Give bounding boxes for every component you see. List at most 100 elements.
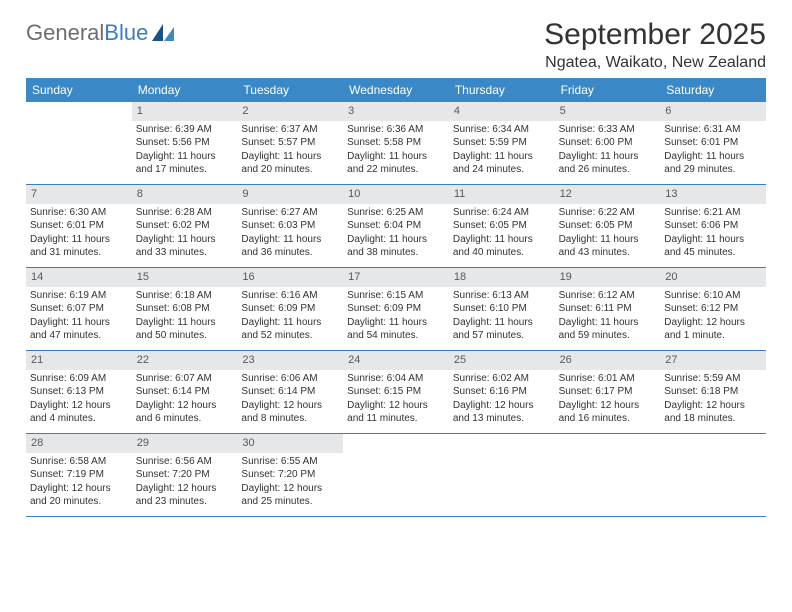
sunrise-text: Sunrise: 6:25 AM: [347, 206, 445, 220]
daylight-text: and 24 minutes.: [453, 163, 551, 177]
logo-text-blue: Blue: [104, 22, 148, 44]
day-number: 20: [660, 268, 766, 287]
daylight-text: Daylight: 12 hours: [664, 316, 762, 330]
daylight-text: Daylight: 11 hours: [241, 316, 339, 330]
daylight-text: Daylight: 12 hours: [136, 482, 234, 496]
calendar-cell: 6Sunrise: 6:31 AMSunset: 6:01 PMDaylight…: [660, 102, 766, 184]
calendar-cell: 15Sunrise: 6:18 AMSunset: 6:08 PMDayligh…: [132, 268, 238, 350]
daylight-text: and 57 minutes.: [453, 329, 551, 343]
calendar-cell: 3 Sunrise: 6:36 AMSunset: 5:58 PMDaylight…: [343, 102, 449, 184]
sunset-text: Sunset: 5:58 PM: [347, 136, 445, 150]
daylight-text: and 20 minutes.: [241, 163, 339, 177]
day-content: Sunrise: 6:28 AMSunset: 6:02 PMDaylight:…: [132, 206, 238, 264]
day-number: 11: [449, 185, 555, 204]
sunrise-text: Sunrise: 6:16 AM: [241, 289, 339, 303]
day-content: Sunrise: 6:56 AMSunset: 7:20 PMDaylight:…: [132, 455, 238, 513]
calendar-cell: .: [449, 434, 555, 516]
sunrise-text: Sunrise: 6:22 AM: [559, 206, 657, 220]
calendar-cell: 27Sunrise: 5:59 AMSunset: 6:18 PMDayligh…: [660, 351, 766, 433]
day-content: Sunrise: 6:30 AMSunset: 6:01 PMDaylight:…: [26, 206, 132, 264]
day-content: Sunrise: 6:09 AMSunset: 6:13 PMDaylight:…: [26, 372, 132, 430]
day-content: Sunrise: 6:18 AMSunset: 6:08 PMDaylight:…: [132, 289, 238, 347]
daylight-text: Daylight: 11 hours: [241, 150, 339, 164]
day-content: Sunrise: 6:15 AMSunset: 6:09 PMDaylight:…: [343, 289, 449, 347]
day-content: Sunrise: 6:25 AMSunset: 6:04 PMDaylight:…: [343, 206, 449, 264]
calendar-cell: 28Sunrise: 6:58 AMSunset: 7:19 PMDayligh…: [26, 434, 132, 516]
day-number: 12: [555, 185, 661, 204]
day-number: 10: [343, 185, 449, 204]
sunset-text: Sunset: 6:00 PM: [559, 136, 657, 150]
calendar-cell: 5Sunrise: 6:33 AMSunset: 6:00 PMDaylight…: [555, 102, 661, 184]
sunset-text: Sunset: 6:05 PM: [559, 219, 657, 233]
sunrise-text: Sunrise: 6:27 AM: [241, 206, 339, 220]
sunrise-text: Sunrise: 6:58 AM: [30, 455, 128, 469]
logo-text-gray: General: [26, 22, 104, 44]
daylight-text: Daylight: 11 hours: [347, 316, 445, 330]
day-content: Sunrise: 6:37 AMSunset: 5:57 PMDaylight:…: [237, 123, 343, 181]
day-number: 13: [660, 185, 766, 204]
day-number: 3: [343, 102, 449, 121]
day-number: 23: [237, 351, 343, 370]
daylight-text: Daylight: 11 hours: [241, 233, 339, 247]
day-number: 14: [26, 268, 132, 287]
day-header-wed: Wednesday: [343, 78, 449, 102]
daylight-text: Daylight: 11 hours: [136, 150, 234, 164]
sunrise-text: Sunrise: 6:33 AM: [559, 123, 657, 137]
calendar-cell: 14 Sunrise: 6:19 AMSunset: 6:07 PMDayligh…: [26, 268, 132, 350]
day-content: Sunrise: 6:01 AMSunset: 6:17 PMDaylight:…: [555, 372, 661, 430]
calendar-cell: 17Sunrise: 6:15 AMSunset: 6:09 PMDayligh…: [343, 268, 449, 350]
day-content: Sunrise: 6:36 AMSunset: 5:58 PMDaylight:…: [343, 123, 449, 181]
sunset-text: Sunset: 6:08 PM: [136, 302, 234, 316]
calendar-cell: 11 Sunrise: 6:24 AMSunset: 6:05 PMDayligh…: [449, 185, 555, 267]
daylight-text: Daylight: 12 hours: [347, 399, 445, 413]
day-number: 21: [26, 351, 132, 370]
daylight-text: and 47 minutes.: [30, 329, 128, 343]
daylight-text: Daylight: 11 hours: [136, 316, 234, 330]
day-content: Sunrise: 6:19 AMSunset: 6:07 PMDaylight:…: [26, 289, 132, 347]
day-number: 8: [132, 185, 238, 204]
calendar-cell: 23Sunrise: 6:06 AMSunset: 6:14 PMDayligh…: [237, 351, 343, 433]
daylight-text: and 45 minutes.: [664, 246, 762, 260]
daylight-text: Daylight: 11 hours: [30, 316, 128, 330]
sunset-text: Sunset: 7:19 PM: [30, 468, 128, 482]
day-number: 19: [555, 268, 661, 287]
sunset-text: Sunset: 7:20 PM: [136, 468, 234, 482]
daylight-text: and 33 minutes.: [136, 246, 234, 260]
day-header-tue: Tuesday: [237, 78, 343, 102]
day-content: Sunrise: 6:21 AMSunset: 6:06 PMDaylight:…: [660, 206, 766, 264]
daylight-text: and 8 minutes.: [241, 412, 339, 426]
calendar-cell: 4Sunrise: 6:34 AMSunset: 5:59 PMDaylight…: [449, 102, 555, 184]
sunrise-text: Sunrise: 6:10 AM: [664, 289, 762, 303]
daylight-text: and 16 minutes.: [559, 412, 657, 426]
daylight-text: Daylight: 11 hours: [664, 150, 762, 164]
calendar-cell: 26Sunrise: 6:01 AMSunset: 6:17 PMDayligh…: [555, 351, 661, 433]
day-content: Sunrise: 6:16 AMSunset: 6:09 PMDaylight:…: [237, 289, 343, 347]
calendar-cell: .: [26, 102, 132, 184]
calendar-cell: 12 Sunrise: 6:22 AMSunset: 6:05 PMDayligh…: [555, 185, 661, 267]
sunrise-text: Sunrise: 6:18 AM: [136, 289, 234, 303]
day-content: Sunrise: 6:55 AMSunset: 7:20 PMDaylight:…: [237, 455, 343, 513]
daylight-text: Daylight: 11 hours: [453, 233, 551, 247]
sunset-text: Sunset: 6:09 PM: [347, 302, 445, 316]
sunset-text: Sunset: 6:03 PM: [241, 219, 339, 233]
sunrise-text: Sunrise: 6:12 AM: [559, 289, 657, 303]
daylight-text: and 20 minutes.: [30, 495, 128, 509]
day-content: Sunrise: 6:24 AMSunset: 6:05 PMDaylight:…: [449, 206, 555, 264]
day-number: 9: [237, 185, 343, 204]
daylight-text: and 36 minutes.: [241, 246, 339, 260]
day-header-sun: Sunday: [26, 78, 132, 102]
daylight-text: and 23 minutes.: [136, 495, 234, 509]
day-content: Sunrise: 5:59 AMSunset: 6:18 PMDaylight:…: [660, 372, 766, 430]
day-number: 22: [132, 351, 238, 370]
sunset-text: Sunset: 6:18 PM: [664, 385, 762, 399]
daylight-text: Daylight: 11 hours: [664, 233, 762, 247]
daylight-text: Daylight: 11 hours: [559, 150, 657, 164]
day-number: 4: [449, 102, 555, 121]
daylight-text: and 31 minutes.: [30, 246, 128, 260]
sunrise-text: Sunrise: 6:04 AM: [347, 372, 445, 386]
day-content: Sunrise: 6:22 AMSunset: 6:05 PMDaylight:…: [555, 206, 661, 264]
daylight-text: Daylight: 11 hours: [559, 233, 657, 247]
day-number: 16: [237, 268, 343, 287]
calendar-cell: 29Sunrise: 6:56 AMSunset: 7:20 PMDayligh…: [132, 434, 238, 516]
day-number: 18: [449, 268, 555, 287]
